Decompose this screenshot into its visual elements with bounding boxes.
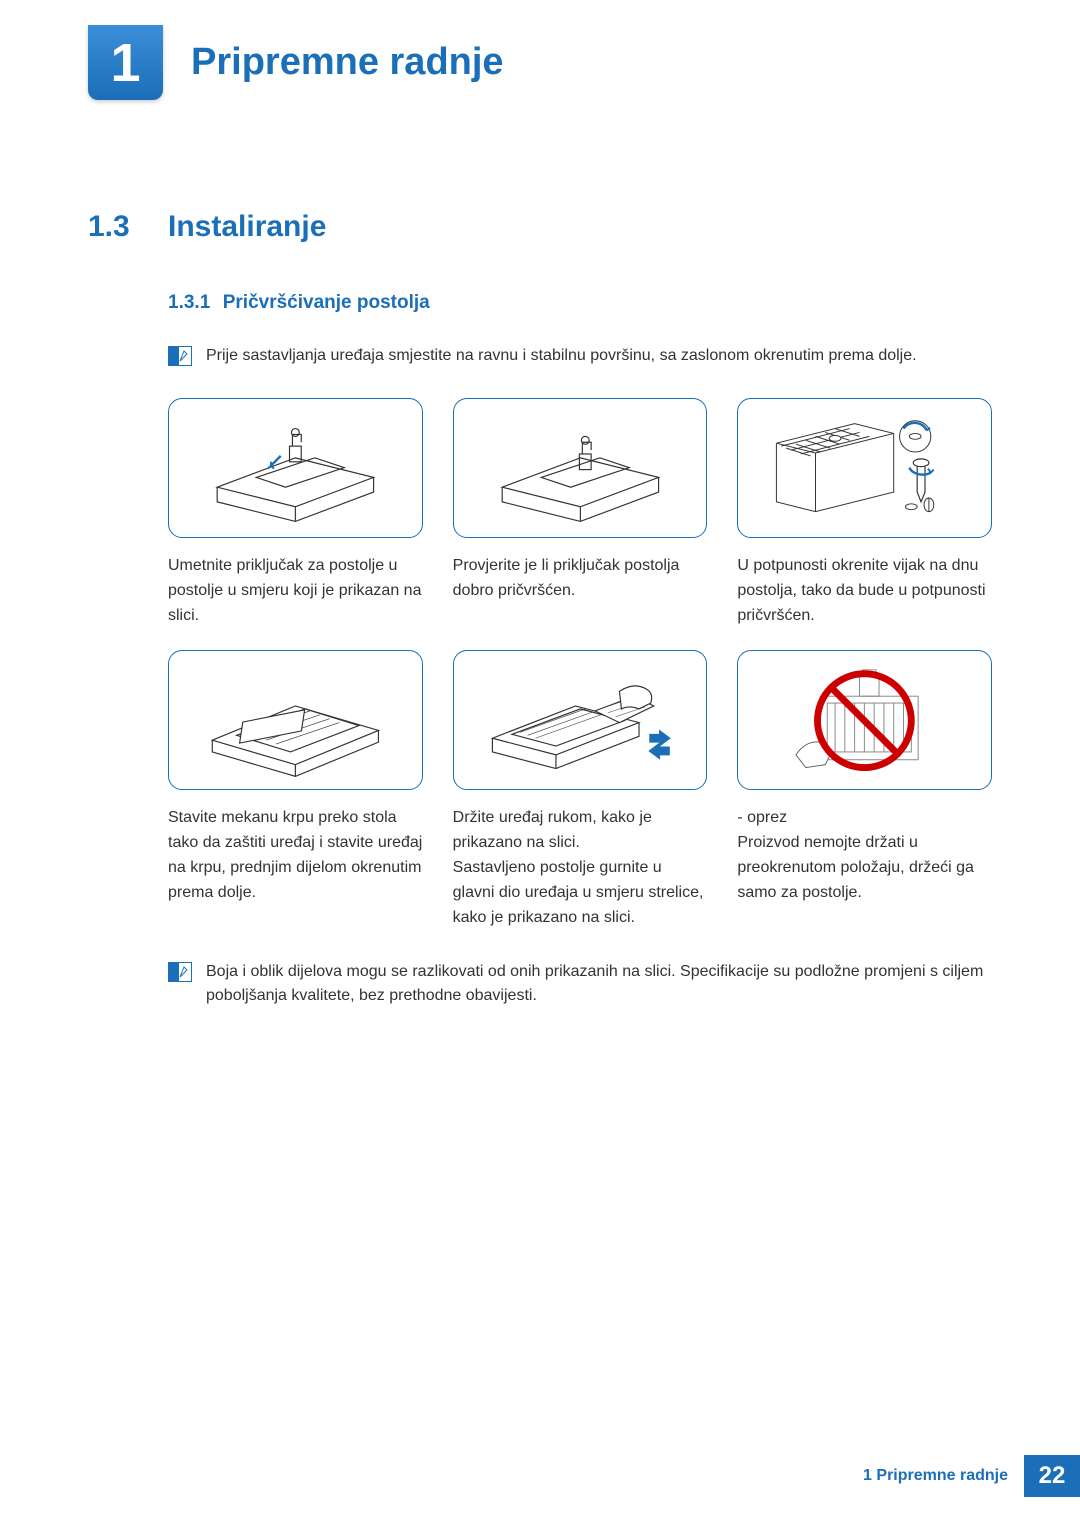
step-caption: Umetnite priključak za postolje u postol…	[168, 554, 423, 628]
step-cell: Stavite mekanu krpu preko stola tako da …	[168, 650, 423, 930]
step-caption: - oprezProizvod nemojte držati u preokre…	[737, 806, 992, 905]
note-text-top: Prije sastavljanja uređaja smjestite na …	[206, 344, 917, 368]
illustration-screw	[737, 398, 992, 538]
subsection-number: 1.3.1	[168, 292, 210, 313]
step-caption: Držite uređaj rukom, kako je prikazano n…	[453, 806, 708, 930]
illustration-base-insert	[168, 398, 423, 538]
note-text-bottom: Boja i oblik dijelova mogu se razlikovat…	[206, 960, 992, 1008]
note-icon	[168, 346, 192, 366]
page-footer: 1 Pripremne radnje 22	[863, 1455, 1080, 1497]
step-caption: U potpunosti okrenite vijak na dnu posto…	[737, 554, 992, 628]
footer-page-number: 22	[1024, 1455, 1080, 1497]
step-caption: Provjerite je li priključak postolja dob…	[453, 554, 708, 604]
step-cell: - oprezProizvod nemojte držati u preokre…	[737, 650, 992, 930]
chapter-header: 1 Pripremne radnje	[0, 0, 1080, 100]
steps-grid: Umetnite priključak za postolje u postol…	[168, 398, 992, 930]
step-cell: Provjerite je li priključak postolja dob…	[453, 398, 708, 628]
section-title: Instaliranje	[168, 210, 326, 244]
section-heading: 1.3 Instaliranje	[88, 210, 992, 244]
step-cell: U potpunosti okrenite vijak na dnu posto…	[737, 398, 992, 628]
chapter-title: Pripremne radnje	[191, 41, 504, 84]
illustration-prohibit	[737, 650, 992, 790]
step-cell: Umetnite priključak za postolje u postol…	[168, 398, 423, 628]
illustration-push-stand	[453, 650, 708, 790]
subsection-title: Pričvršćivanje postolja	[223, 292, 430, 313]
section-number: 1.3	[88, 210, 168, 244]
note-block-top: Prije sastavljanja uređaja smjestite na …	[168, 344, 992, 368]
illustration-base-check	[453, 398, 708, 538]
subsection-heading: 1.3.1 Pričvršćivanje postolja	[168, 292, 992, 314]
footer-chapter-ref: 1 Pripremne radnje	[863, 1467, 1008, 1485]
illustration-cloth	[168, 650, 423, 790]
step-cell: Držite uređaj rukom, kako je prikazano n…	[453, 650, 708, 930]
note-icon	[168, 962, 192, 982]
chapter-number-badge: 1	[88, 25, 163, 100]
step-caption: Stavite mekanu krpu preko stola tako da …	[168, 806, 423, 905]
note-block-bottom: Boja i oblik dijelova mogu se razlikovat…	[168, 960, 992, 1008]
